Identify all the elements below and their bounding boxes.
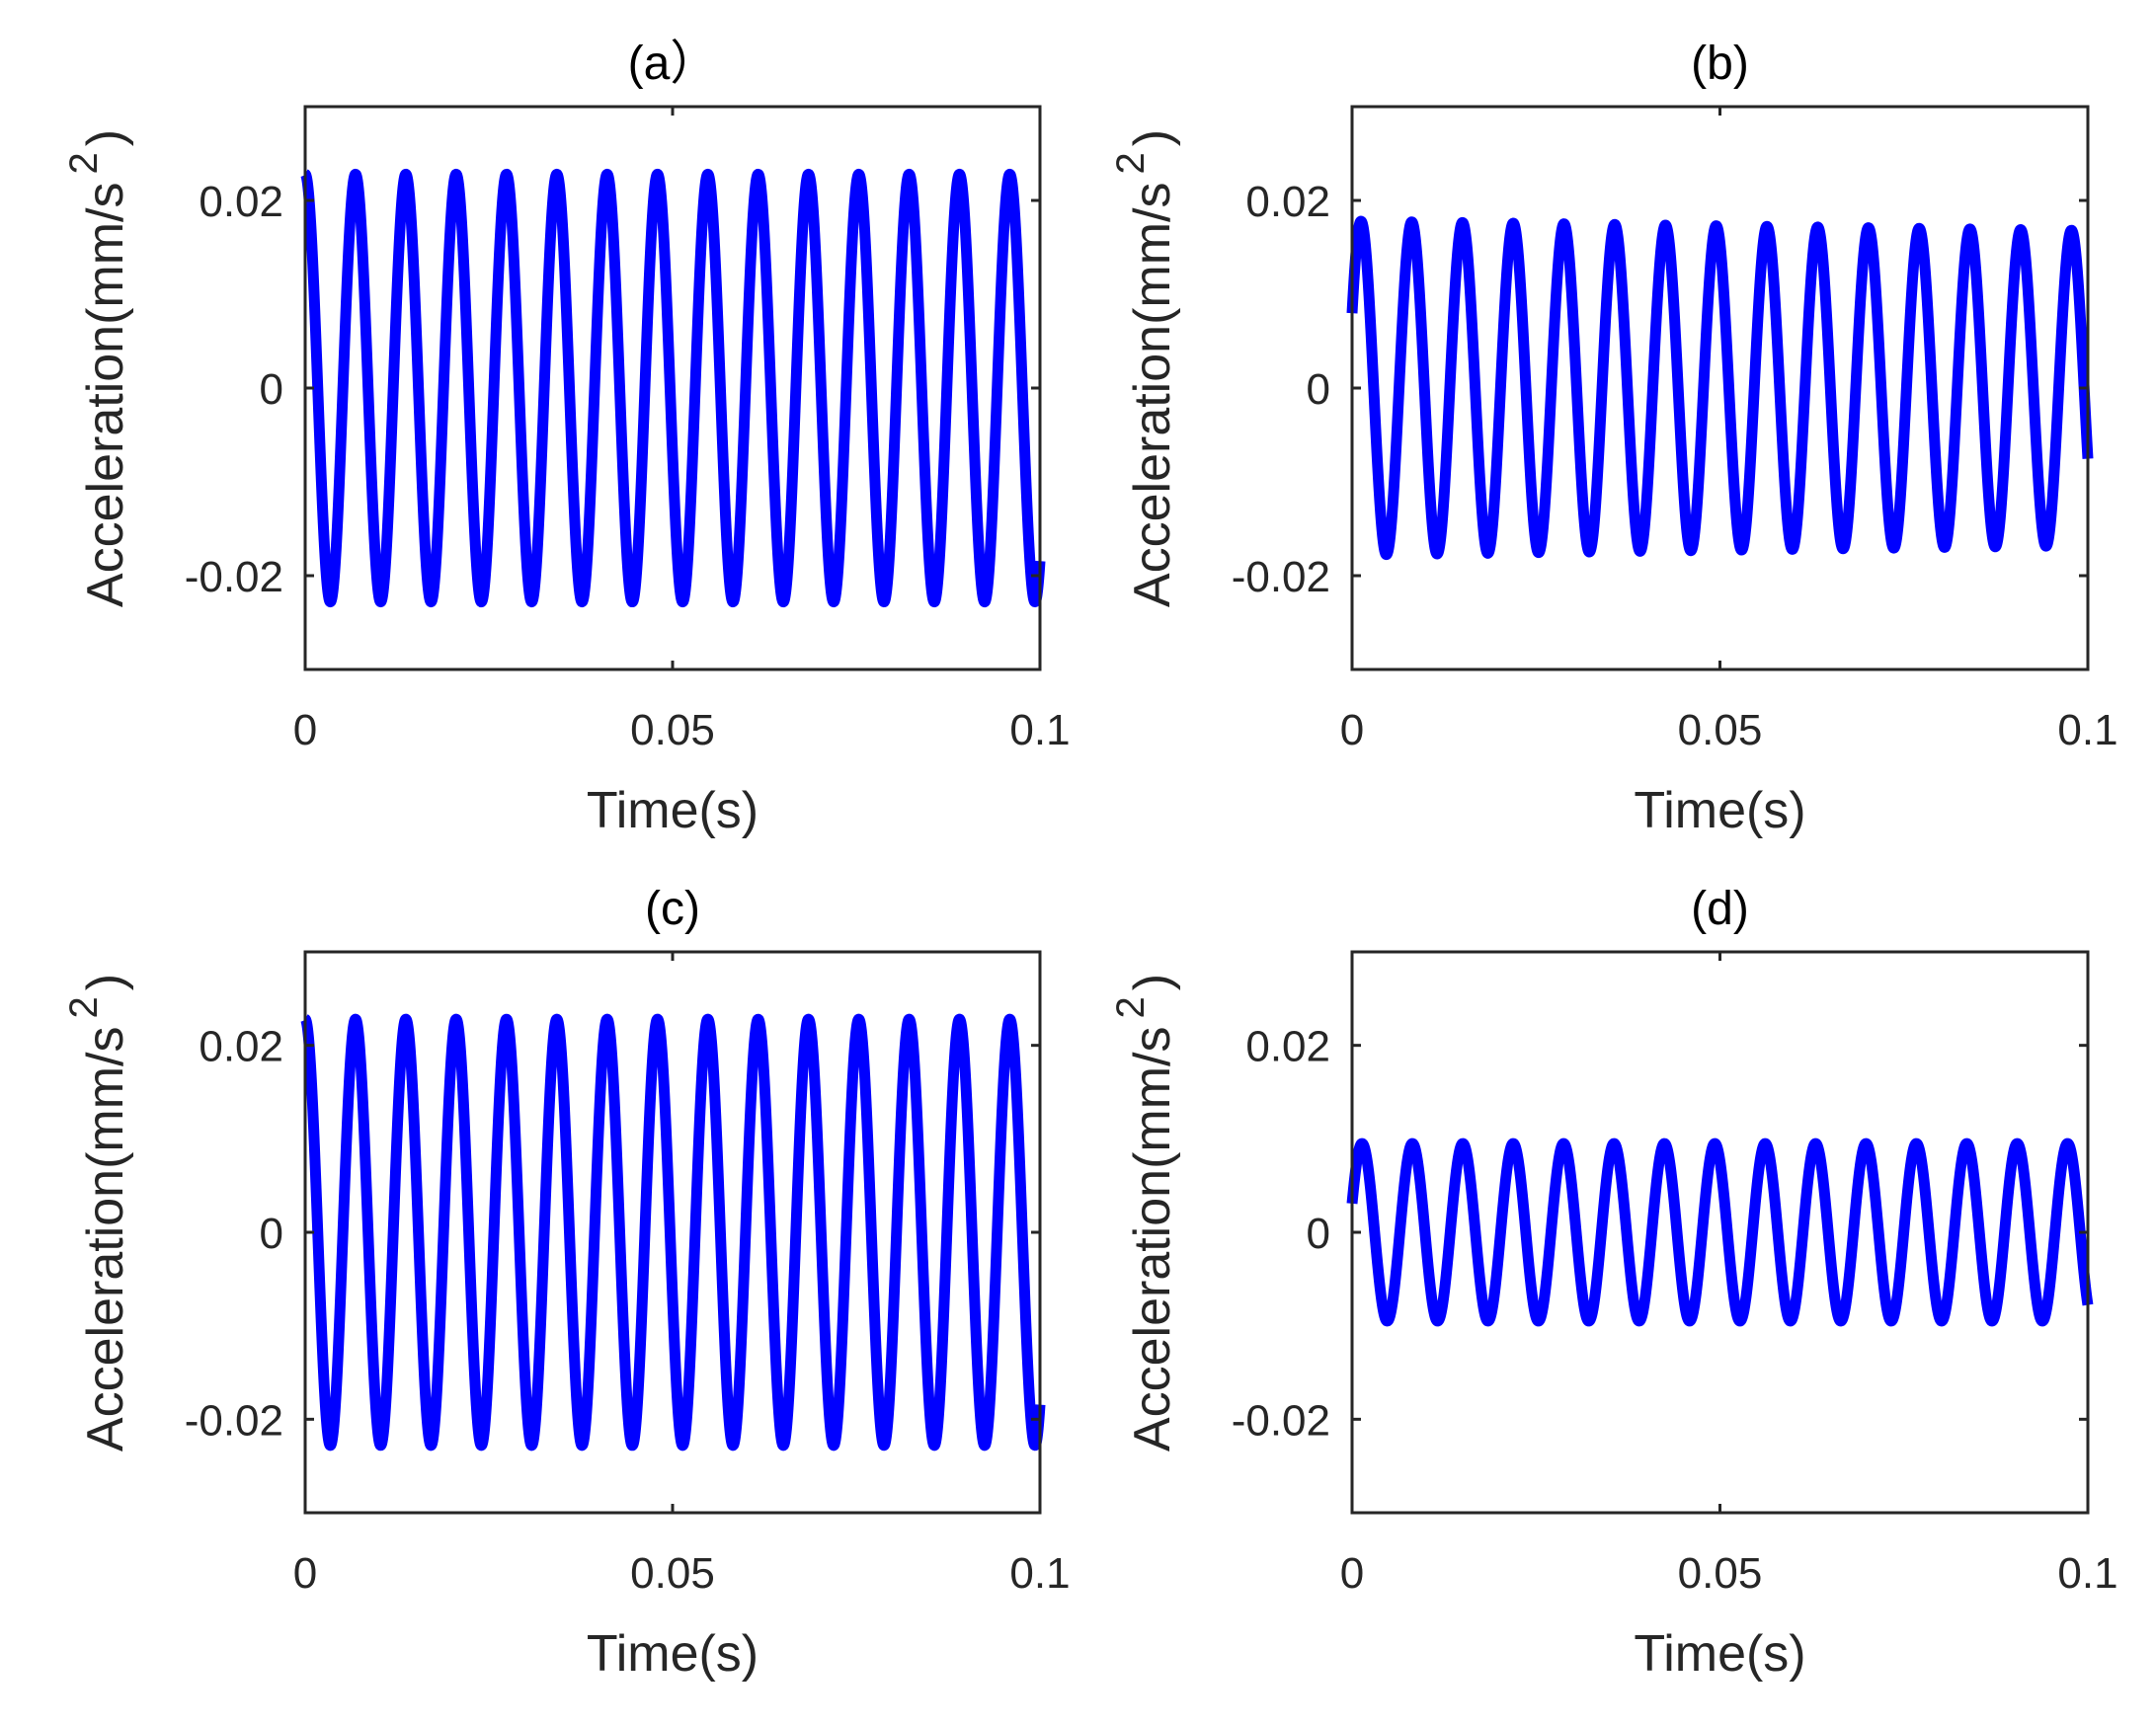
panel-c-series-line xyxy=(299,1013,1046,1452)
panel-d-xlabel: Time(s) xyxy=(1634,1625,1805,1683)
panel-b-ylabel-close: ) xyxy=(1124,129,1181,146)
panel-b-xtick-label: 0 xyxy=(1340,706,1364,754)
panel-d-ytick-label: -0.02 xyxy=(1232,1396,1330,1445)
panel-b-xtick-label: 0.05 xyxy=(1678,706,1763,754)
panel-b-ylabel: Acceleration(mm/s 2) xyxy=(1109,129,1181,607)
panel-c-ytick-label: -0.02 xyxy=(185,1396,283,1445)
panel-a-series-line xyxy=(299,168,1046,608)
panel-b-xlabel: Time(s) xyxy=(1634,782,1805,839)
panel-c: 0 0.05 0.1 -0.02 0 0.02 (c) Time(s) Acceleration… xyxy=(62,883,1071,1683)
panel-a-xtick-label: 0.1 xyxy=(1009,706,1070,754)
panel-d: 0 0.05 0.1 -0.02 0 0.02 (d) Time(s) Acceleration… xyxy=(1109,883,2118,1683)
panel-d-ytick-label: 0 xyxy=(1307,1210,1330,1258)
panel-c-title: (c) xyxy=(645,883,700,935)
panel-a-ytick-label: 0 xyxy=(260,365,283,414)
panel-b-title: (b) xyxy=(1691,38,1749,90)
panel-c-ylabel-close: ) xyxy=(77,974,134,990)
panel-c-ylabel-text: Acceleration(mm/s xyxy=(77,1027,134,1452)
panel-a-ytick-label: -0.02 xyxy=(185,553,283,601)
panel-c-xtick-label: 0.05 xyxy=(630,1549,715,1598)
panel-c-ylabel: Acceleration(mm/s 2) xyxy=(62,974,134,1452)
panel-d-series-line xyxy=(1346,1138,2094,1327)
panel-c-ytick-label: 0 xyxy=(260,1210,283,1258)
panel-b-ylabel-superscript: 2 xyxy=(1109,152,1153,174)
panel-a-xtick-label: 0 xyxy=(293,706,317,754)
panel-d-xtick-label: 0.1 xyxy=(2057,1549,2117,1598)
panel-d-ylabel-text: Acceleration(mm/s xyxy=(1124,1027,1181,1452)
panel-d-ytick-label: 0.02 xyxy=(1245,1023,1330,1071)
panel-c-xtick-label: 0.1 xyxy=(1009,1549,1070,1598)
panel-a-ylabel-close: ) xyxy=(77,129,134,146)
panel-b-ylabel-text: Acceleration(mm/s xyxy=(1124,183,1181,608)
panel-b-ytick-label: 0 xyxy=(1307,365,1330,414)
panel-b: 0 0.05 0.1 -0.02 0 0.02 (b) Time(s) Acceleration… xyxy=(1109,38,2118,839)
panel-c-xlabel: Time(s) xyxy=(587,1625,759,1683)
panel-b-ytick-label: -0.02 xyxy=(1232,553,1330,601)
panel-b-ytick-label: 0.02 xyxy=(1245,178,1330,226)
panel-a-xtick-label: 0.05 xyxy=(630,706,715,754)
panel-b-series-line xyxy=(1346,215,2094,561)
panel-a-ylabel-text: Acceleration(mm/s xyxy=(77,183,134,608)
panel-d-ylabel-close: ) xyxy=(1124,974,1181,990)
panel-a-ylabel: Acceleration(mm/s 2) xyxy=(62,129,134,607)
panel-b-xtick-label: 0.1 xyxy=(2057,706,2117,754)
panel-c-xtick-label: 0 xyxy=(293,1549,317,1598)
panel-d-ylabel-superscript: 2 xyxy=(1109,996,1153,1018)
panel-d-ylabel: Acceleration(mm/s 2) xyxy=(1109,974,1181,1452)
panel-a-ylabel-superscript: 2 xyxy=(62,152,106,174)
panel-d-title: (d) xyxy=(1691,883,1749,935)
panel-a-ytick-label: 0.02 xyxy=(199,178,283,226)
panel-c-ytick-label: 0.02 xyxy=(199,1023,283,1071)
panel-a: 0 0.05 0.1 -0.02 0 0.02 (a） Time(s) Acceleration… xyxy=(62,38,1071,839)
panel-c-ylabel-superscript: 2 xyxy=(62,996,106,1018)
panel-a-title: (a） xyxy=(628,38,718,90)
panel-a-xlabel: Time(s) xyxy=(587,782,759,839)
panel-d-xtick-label: 0.05 xyxy=(1678,1549,1763,1598)
panel-d-xtick-label: 0 xyxy=(1340,1549,1364,1598)
